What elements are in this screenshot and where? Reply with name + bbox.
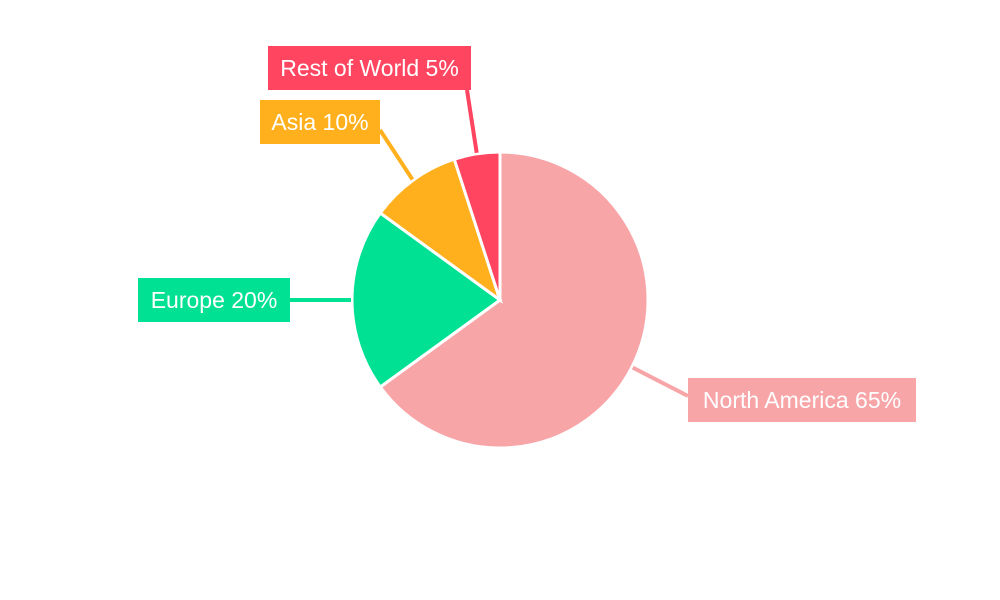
data-label-text: North America 65% <box>703 387 901 413</box>
data-label-asia: Asia 10% <box>260 100 380 144</box>
pie-slice-rest-of-world[interactable] <box>452 150 502 301</box>
data-label-text: Europe 20% <box>151 287 278 313</box>
pie-slice-asia[interactable] <box>378 157 503 304</box>
pie-slice-europe[interactable] <box>350 210 503 390</box>
leader-line-north-america <box>631 365 689 398</box>
data-label-box <box>688 378 916 422</box>
data-label-box <box>260 100 380 144</box>
pie-slice-north-america[interactable] <box>378 150 650 450</box>
data-label-europe: Europe 20% <box>138 278 290 322</box>
leader-line-rest-of-world <box>465 89 479 154</box>
data-label-text: Asia 10% <box>271 109 368 135</box>
data-label-box <box>268 46 471 90</box>
data-label-north-america: North America 65% <box>688 378 916 422</box>
data-label-text: Rest of World 5% <box>280 55 459 81</box>
data-label-box <box>138 278 290 322</box>
leader-line-asia <box>378 128 415 181</box>
data-label-rest-of-world: Rest of World 5% <box>268 46 471 90</box>
